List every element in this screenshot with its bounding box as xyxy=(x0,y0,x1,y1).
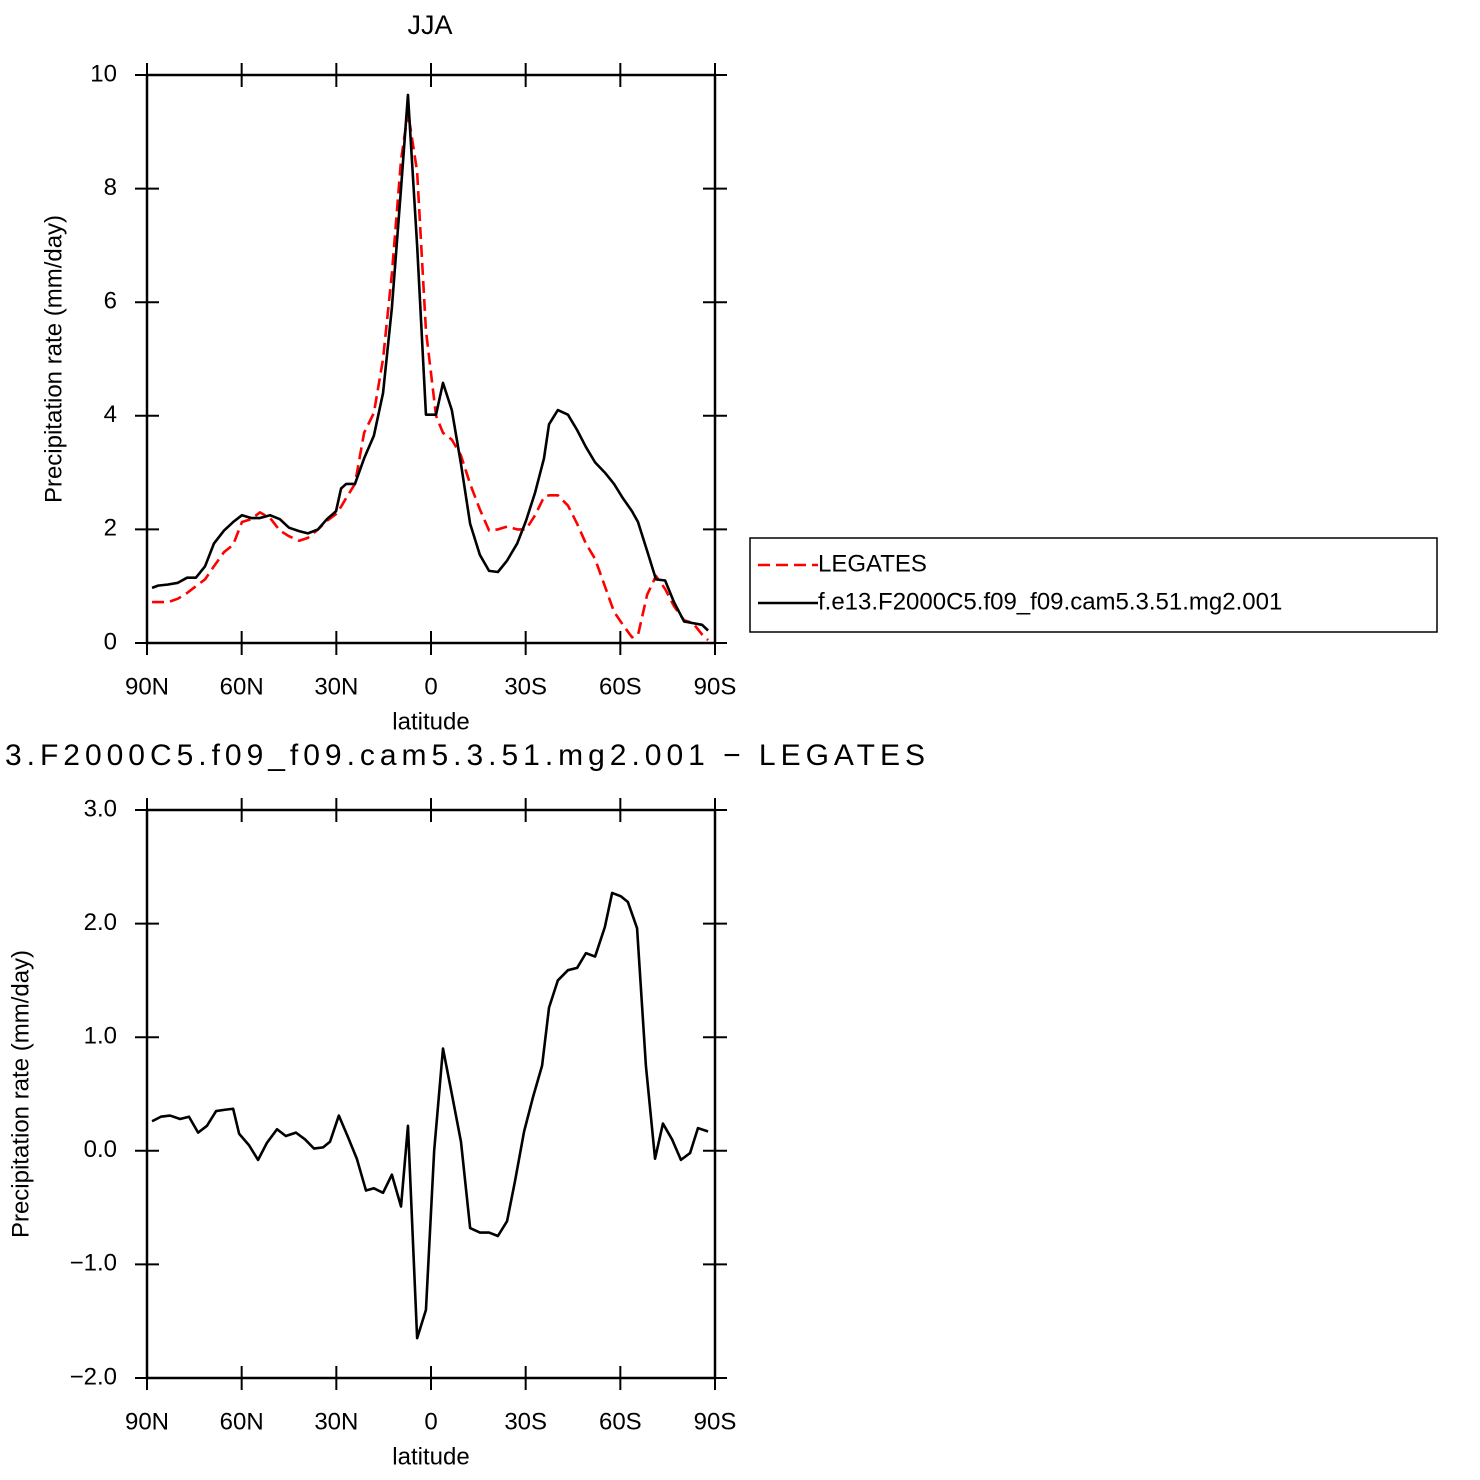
y-tick-label: −2.0 xyxy=(70,1363,117,1390)
x-tick-label: 0 xyxy=(424,673,437,700)
x-tick-label: 30N xyxy=(314,673,358,700)
chart-title: 3.F2000C5.f09_f09.cam5.3.51.mg2.001 − LE… xyxy=(5,739,925,772)
y-axis-label: Precipitation rate (mm/day) xyxy=(7,950,34,1238)
y-tick-label: 1.0 xyxy=(84,1023,117,1050)
legend-label: LEGATES xyxy=(818,550,927,577)
y-tick-label: 0.0 xyxy=(84,1136,117,1163)
x-tick-label: 90N xyxy=(125,1408,169,1435)
legend-label: f.e13.F2000C5.f09_f09.cam5.3.51.mg2.001 xyxy=(818,588,1282,615)
y-tick-label: 2.0 xyxy=(84,909,117,936)
data-line xyxy=(151,891,709,1340)
y-tick-label: 4 xyxy=(104,401,117,428)
chart-title: JJA xyxy=(407,10,452,40)
x-tick-label: 90S xyxy=(694,1408,737,1435)
data-line xyxy=(152,110,709,642)
y-axis-label: Precipitation rate (mm/day) xyxy=(40,215,67,503)
data-line xyxy=(151,93,709,632)
x-tick-label: 0 xyxy=(424,1408,437,1435)
plot-frame xyxy=(145,73,717,645)
y-tick-label: 3.0 xyxy=(84,795,117,822)
plot-frame xyxy=(145,808,717,1380)
x-axis-label: latitude xyxy=(392,708,469,735)
x-tick-label: 30N xyxy=(314,1408,358,1435)
x-tick-label: 60N xyxy=(220,673,264,700)
y-tick-label: −1.0 xyxy=(70,1250,117,1277)
x-tick-label: 30S xyxy=(504,673,547,700)
legend-box xyxy=(749,537,1438,633)
x-tick-label: 90N xyxy=(125,673,169,700)
y-tick-label: 8 xyxy=(104,174,117,201)
x-tick-label: 90S xyxy=(694,673,737,700)
x-tick-label: 60S xyxy=(599,1408,642,1435)
y-tick-label: 2 xyxy=(104,515,117,542)
x-tick-label: 60S xyxy=(599,673,642,700)
x-axis-label: latitude xyxy=(392,1443,469,1470)
y-tick-label: 6 xyxy=(104,288,117,315)
x-tick-label: 60N xyxy=(220,1408,264,1435)
y-tick-label: 0 xyxy=(104,628,117,655)
x-tick-label: 30S xyxy=(504,1408,547,1435)
y-tick-label: 10 xyxy=(90,60,117,87)
